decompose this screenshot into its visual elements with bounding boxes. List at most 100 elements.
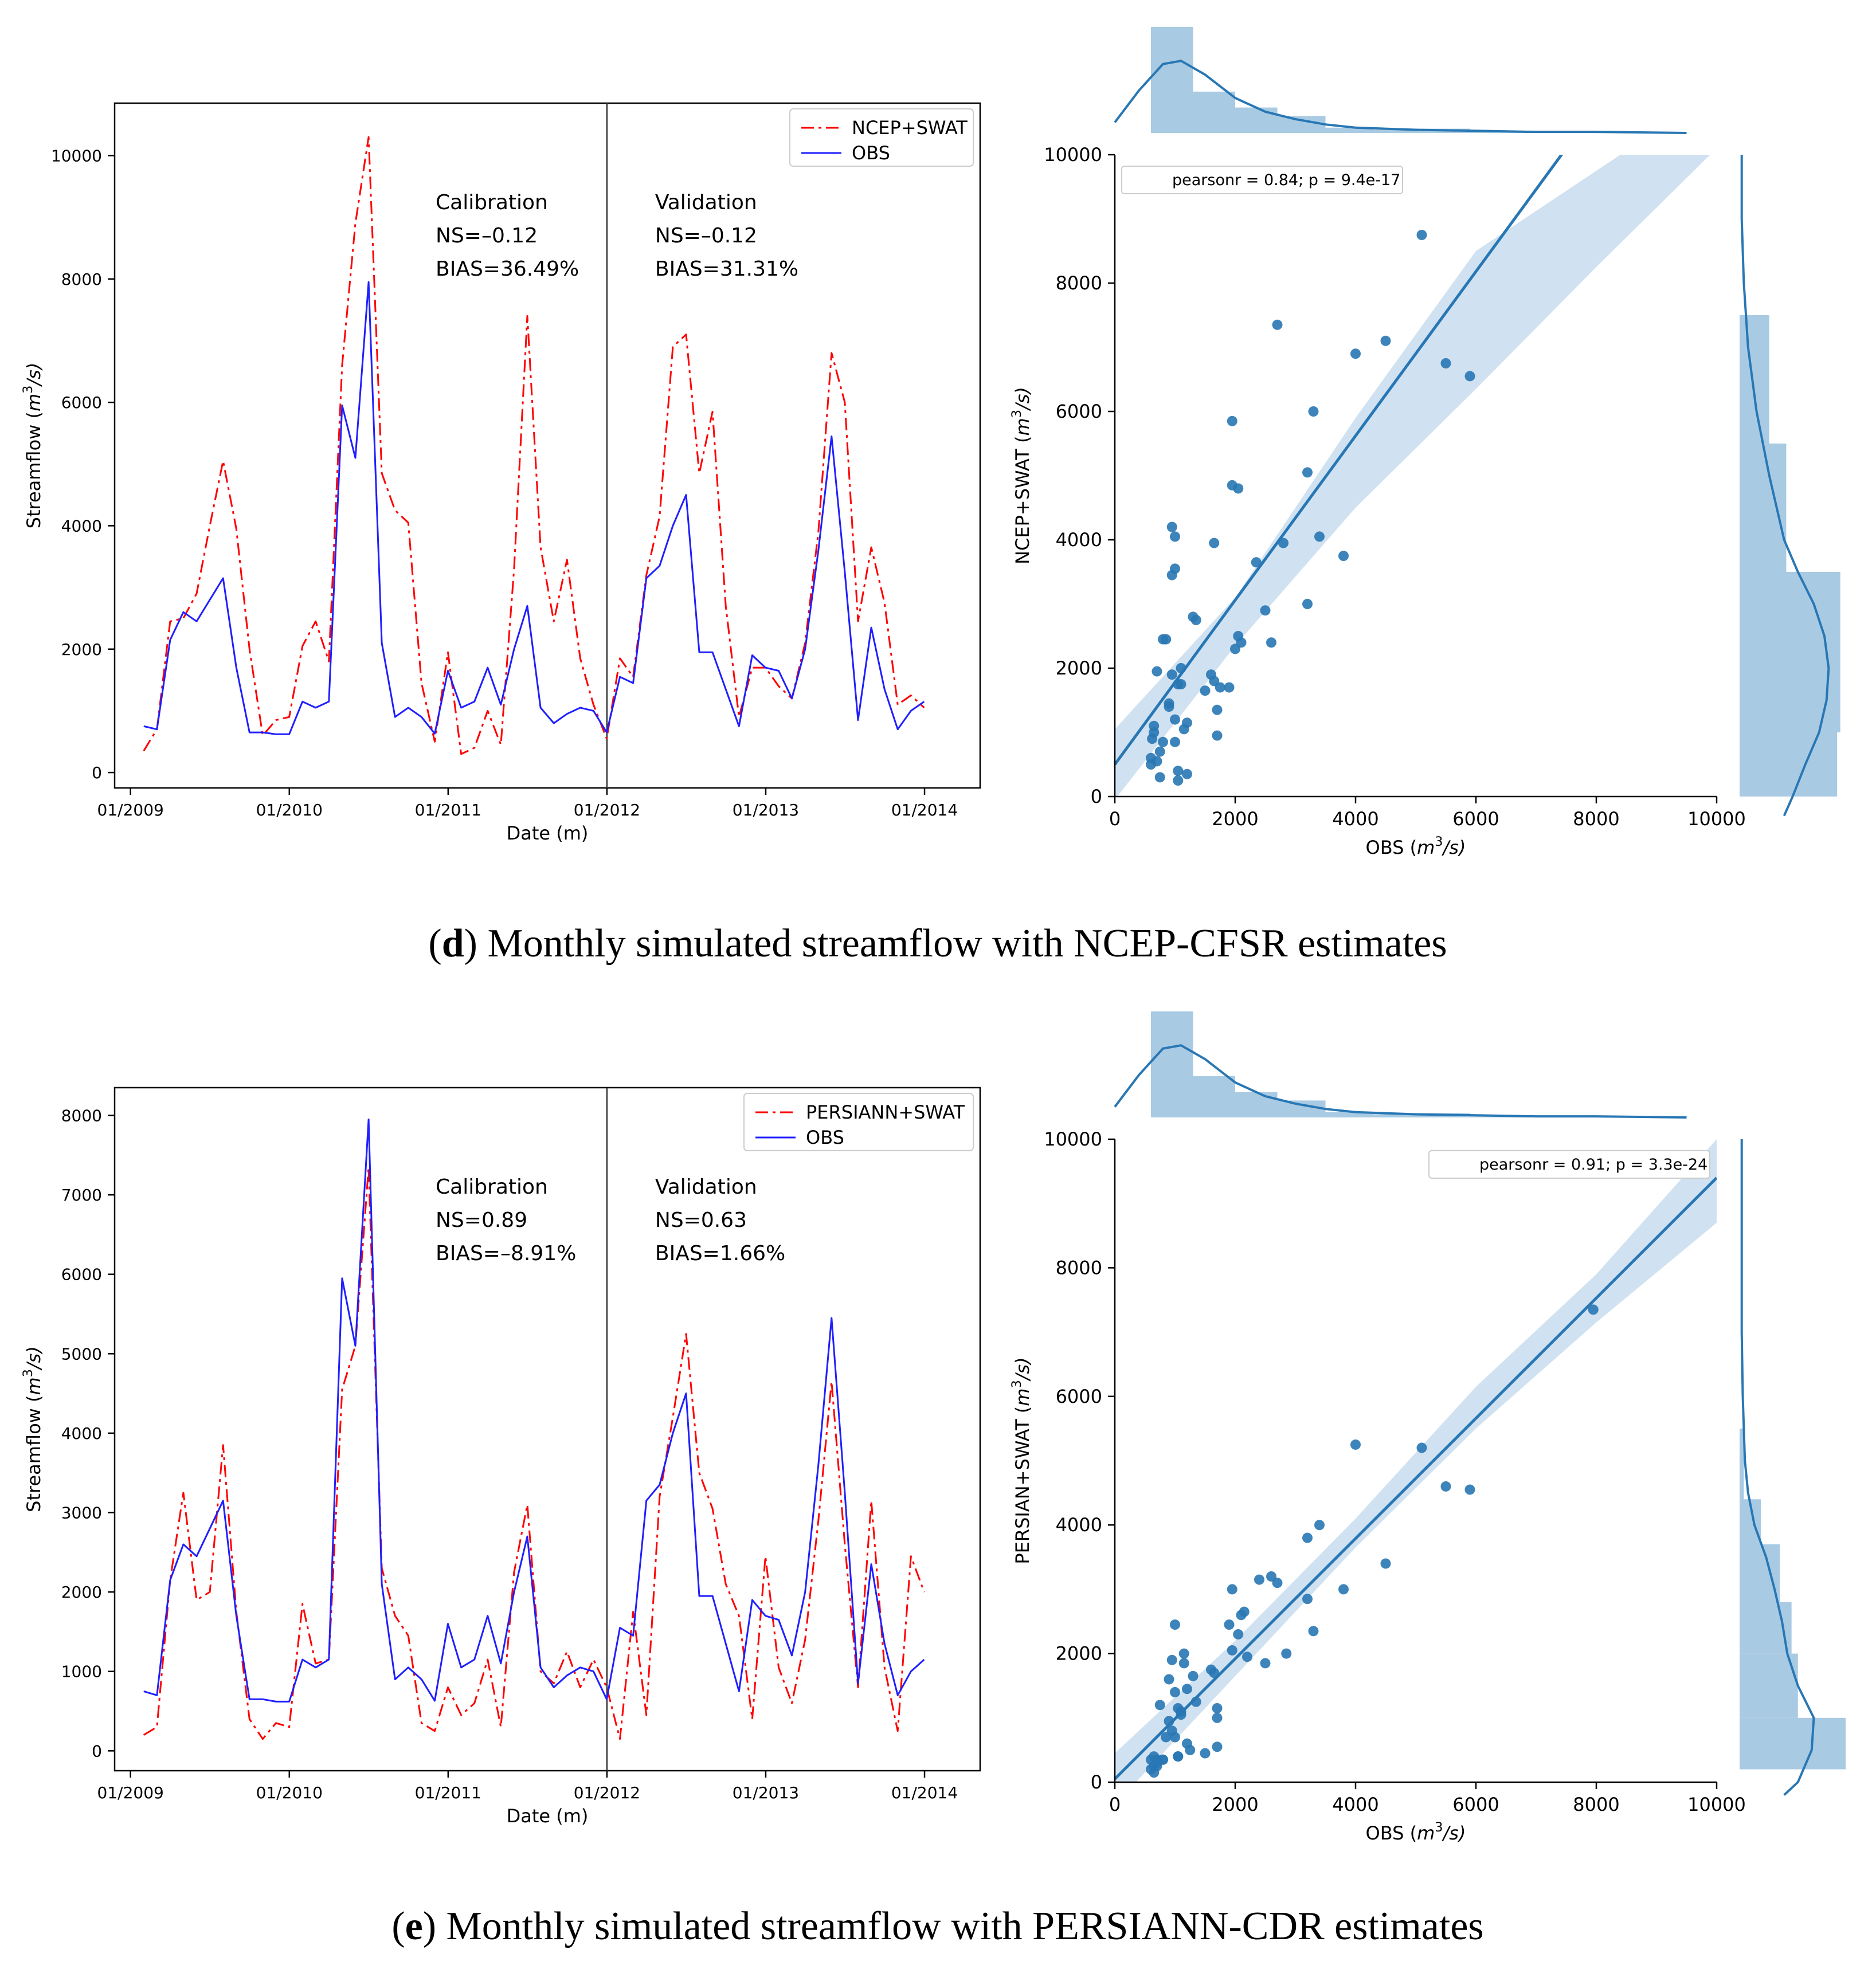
scatter-point [1233, 1629, 1244, 1639]
scatter-point [1278, 538, 1288, 548]
x-tick-label: 01/2010 [256, 1783, 323, 1802]
scatter-point [1260, 1658, 1271, 1669]
scatter-point [1170, 1619, 1180, 1630]
y-tick-label: 8000 [1056, 1257, 1102, 1278]
calibration-annotation: Calibration [436, 191, 548, 214]
x-axis-label: OBS (m3/s) [1366, 834, 1466, 858]
scatter-point [1416, 230, 1427, 240]
x-tick-label: 01/2009 [97, 801, 164, 819]
scatter-point [1302, 599, 1313, 609]
scatter-point [1178, 1658, 1189, 1669]
x-tick-label: 01/2012 [574, 1783, 640, 1802]
y-tick-label: 10000 [51, 147, 102, 166]
x-tick-label: 8000 [1573, 1794, 1619, 1815]
x-tick-label: 10000 [1687, 1794, 1746, 1815]
scatter-point [1212, 1741, 1223, 1752]
y-tick-label: 8000 [61, 270, 102, 289]
calibration-annotation: BIAS=36.49% [436, 257, 579, 281]
legend-label: OBS [806, 1127, 844, 1148]
scatter-point [1164, 698, 1174, 709]
y-tick-label: 4000 [61, 1424, 102, 1443]
y-axis-label: PERSIAN+SWAT (m3/s) [1009, 1357, 1033, 1564]
scatter-point [1164, 1674, 1174, 1685]
x-tick-label: 10000 [1687, 808, 1746, 830]
scatter-point [1182, 768, 1192, 779]
regression-line [1115, 1176, 1717, 1780]
legend-label: PERSIANN+SWAT [806, 1101, 965, 1123]
scatter-point [1166, 1654, 1177, 1665]
scatter-point [1158, 736, 1168, 747]
scatter-point [1170, 531, 1180, 542]
scatter-point [1380, 1558, 1391, 1569]
validation-annotation: BIAS=31.31% [655, 257, 798, 281]
y-tick-label: 7000 [61, 1186, 102, 1205]
y-tick-label: 6000 [61, 393, 102, 412]
y-tick-label: 2000 [61, 1583, 102, 1602]
scatter-point [1154, 746, 1165, 757]
x-tick-label: 01/2013 [733, 1783, 799, 1802]
y-tick-label: 10000 [1044, 1128, 1102, 1150]
scatter-point [1212, 730, 1223, 741]
calibration-annotation: BIAS=–8.91% [436, 1242, 576, 1265]
y-tick-label: 4000 [1056, 1514, 1102, 1536]
y-tick-label: 2000 [1056, 657, 1102, 679]
top-hist-bar [1325, 127, 1374, 133]
right-kde-curve [1740, 1139, 1815, 1796]
x-tick-label: 4000 [1332, 1794, 1378, 1815]
right-kde-curve [1740, 155, 1830, 817]
regression-line [1115, 155, 1564, 766]
scatter-point [1224, 1619, 1235, 1630]
scatter-point [1154, 772, 1165, 783]
scatter-panel-e: 0 2000 4000 6000 8000 10000 0 2000 4000 6000 8000 1… [1009, 1011, 1846, 1844]
caption-d-letter: d [442, 921, 464, 966]
right-hist-bar [1740, 1653, 1798, 1718]
scatter-point [1161, 1732, 1172, 1743]
scatter-point [1227, 415, 1237, 426]
stats-legend-box [1428, 1150, 1710, 1179]
calibration-annotation: NS=–0.12 [436, 224, 538, 248]
scatter-point [1239, 1606, 1250, 1617]
y-tick-label: 8000 [1056, 272, 1102, 294]
scatter-point [1178, 1648, 1189, 1659]
x-tick-label: 2000 [1212, 1794, 1258, 1815]
scatter-point [1236, 637, 1247, 648]
y-axis-label: NCEP+SWAT (m3/s) [1009, 387, 1033, 564]
plot-frame [113, 1086, 981, 1772]
y-tick-label: 0 [1091, 786, 1102, 807]
scatter-point [1188, 1670, 1199, 1681]
x-tick-label: 01/2014 [891, 1783, 958, 1802]
right-hist-bar [1740, 668, 1840, 732]
x-tick-label: 2000 [1212, 808, 1258, 830]
right-hist-bar [1740, 572, 1840, 604]
scatter-point [1380, 335, 1391, 346]
scatter-point [1254, 1574, 1264, 1585]
right-hist-bar [1740, 1428, 1744, 1500]
y-tick-label: 6000 [61, 1265, 102, 1284]
top-hist-bar [1235, 107, 1278, 133]
y-axis-label: Streamflow (m3/s) [21, 1346, 45, 1512]
series-line-obs [143, 1118, 925, 1703]
legend-label: NCEP+SWAT [852, 117, 968, 139]
stats-legend-text: pearsonr = 0.91; p = 3.3e-24 [1479, 1156, 1707, 1174]
scatter-point [1440, 1481, 1451, 1492]
scatter-point [1350, 348, 1361, 359]
scatter-point [1149, 727, 1160, 738]
scatter-point [1154, 1700, 1165, 1711]
top-kde-curve [1114, 1044, 1687, 1119]
x-tick-label: 01/2011 [415, 1783, 481, 1802]
top-hist-bar [1151, 27, 1193, 133]
y-tick-label: 10000 [1044, 144, 1102, 166]
scatter-point [1281, 1648, 1292, 1659]
plot-frame [113, 102, 981, 789]
caption-e: (e) Monthly simulated streamflow with PE… [391, 1904, 1483, 1948]
y-tick-label: 4000 [61, 516, 102, 535]
scatter-point [1152, 666, 1162, 677]
scatter-point [1302, 1594, 1313, 1605]
legend-box [743, 1093, 974, 1151]
scatter-point [1185, 1744, 1196, 1755]
x-tick-label: 01/2012 [574, 801, 640, 819]
scatter-point [1266, 1571, 1276, 1582]
y-tick-label: 0 [1091, 1771, 1102, 1793]
caption-e-text: ) Monthly simulated streamflow with PERS… [423, 1904, 1484, 1948]
scatter-point [1170, 563, 1180, 574]
